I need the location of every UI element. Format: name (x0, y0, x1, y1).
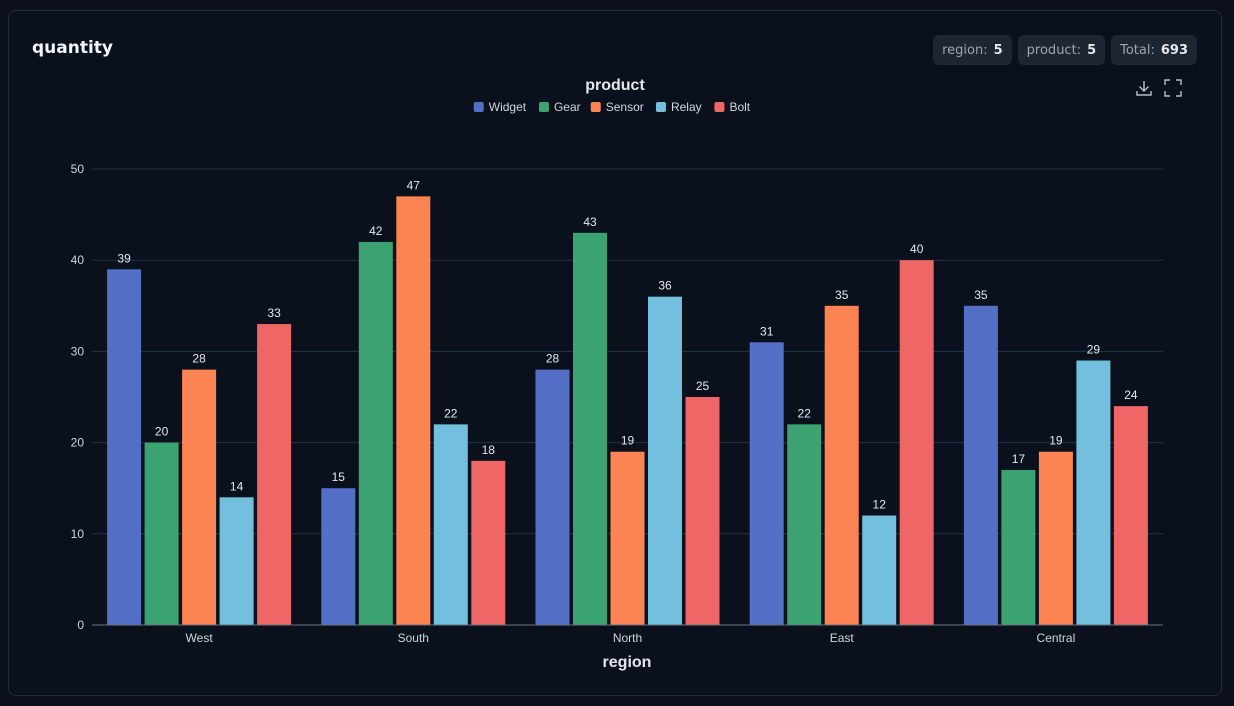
bar-sensor-east[interactable] (824, 305, 859, 625)
bar-value-label: 31 (760, 324, 774, 338)
bar-value-label: 47 (407, 178, 421, 192)
bar-value-label: 36 (658, 279, 672, 293)
bar-value-label: 14 (230, 479, 244, 493)
product-count-badge: product: 5 (1017, 35, 1106, 65)
x-tick-label: South (398, 631, 429, 645)
y-tick-label: 50 (71, 162, 85, 176)
bar-value-label: 35 (835, 288, 849, 302)
bar-widget-central[interactable] (963, 305, 998, 625)
y-tick-label: 20 (71, 436, 85, 450)
legend-swatch (714, 102, 725, 112)
bar-value-label: 19 (621, 434, 635, 448)
bar-bolt-east[interactable] (899, 260, 934, 625)
legend-swatch (538, 102, 549, 112)
bar-widget-east[interactable] (749, 342, 784, 625)
bar-gear-south[interactable] (358, 241, 393, 625)
legend-label: Bolt (729, 100, 750, 114)
x-tick-label: West (186, 631, 214, 645)
bar-gear-west[interactable] (144, 442, 179, 625)
bar-gear-central[interactable] (1001, 469, 1036, 625)
bar-value-label: 40 (910, 242, 924, 256)
bar-value-label: 33 (267, 306, 281, 320)
x-tick-label: North (613, 631, 642, 645)
bar-sensor-west[interactable] (182, 369, 217, 625)
bar-value-label: 22 (798, 406, 812, 420)
y-tick-label: 30 (71, 344, 85, 358)
bar-bolt-north[interactable] (685, 397, 720, 625)
bar-gear-north[interactable] (573, 232, 607, 625)
x-axis-title: region (603, 654, 652, 671)
bar-sensor-north[interactable] (610, 451, 645, 625)
bar-value-label: 29 (1087, 343, 1101, 357)
badge-value: 5 (993, 42, 1003, 58)
bar-value-label: 12 (873, 498, 887, 512)
bar-bolt-west[interactable] (257, 324, 292, 625)
bar-relay-west[interactable] (219, 497, 254, 625)
bar-widget-south[interactable] (321, 488, 356, 625)
legend-label: Sensor (606, 100, 644, 114)
bar-value-label: 42 (369, 224, 383, 238)
legend-item-widget[interactable]: Widget (473, 100, 527, 114)
bar-value-label: 24 (1124, 388, 1138, 402)
bar-value-label: 18 (482, 443, 496, 457)
bar-value-label: 22 (444, 406, 458, 420)
bar-value-label: 28 (546, 352, 560, 366)
legend-item-relay[interactable]: Relay (655, 100, 702, 114)
bar-value-label: 20 (155, 425, 169, 439)
bars: 39 20 28 14 33 15 42 47 22 18 28 43 19 36 25 31 22 35 12 40… (107, 178, 1148, 626)
summary-badges: region: 5 product: 5 Total: 693 (933, 35, 1197, 65)
bar-bolt-central[interactable] (1113, 406, 1148, 625)
legend-item-sensor[interactable]: Sensor (590, 100, 644, 114)
bar-value-label: 25 (696, 379, 710, 393)
legend: Widget Gear Sensor Relay Bolt (473, 100, 751, 114)
x-tick-label: East (830, 631, 855, 645)
y-tick-label: 0 (77, 618, 84, 632)
bar-relay-east[interactable] (862, 515, 897, 625)
badge-label: Total: (1120, 42, 1155, 58)
chart-title: product (585, 77, 645, 94)
y-tick-label: 40 (71, 253, 85, 267)
fullscreen-icon[interactable] (1163, 78, 1183, 98)
legend-item-bolt[interactable]: Bolt (714, 100, 751, 114)
total-badge: Total: 693 (1111, 35, 1197, 65)
x-tick-label: Central (1037, 631, 1076, 645)
bar-relay-central[interactable] (1076, 360, 1111, 625)
x-axis: West South North East Central (92, 624, 1163, 645)
legend-swatch (590, 102, 601, 112)
region-count-badge: region: 5 (933, 35, 1012, 65)
y-axis: 0 10 20 30 40 50 (71, 162, 85, 632)
bar-value-label: 19 (1049, 434, 1063, 448)
legend-label: Widget (489, 100, 527, 114)
legend-swatch (473, 102, 484, 112)
legend-label: Gear (554, 100, 581, 114)
bar-value-label: 15 (332, 470, 346, 484)
bar-widget-west[interactable] (107, 269, 142, 625)
bar-value-label: 35 (974, 288, 988, 302)
bar-gear-east[interactable] (787, 424, 822, 625)
y-tick-label: 10 (71, 527, 85, 541)
legend-label: Relay (671, 100, 702, 114)
badge-value: 5 (1087, 42, 1097, 58)
bar-value-label: 39 (117, 251, 131, 265)
download-icon[interactable] (1134, 78, 1154, 98)
badge-label: region: (942, 42, 988, 58)
card-title: quantity (32, 38, 114, 58)
bar-sensor-central[interactable] (1038, 451, 1073, 625)
bar-widget-north[interactable] (535, 369, 570, 625)
bar-relay-south[interactable] (433, 424, 468, 625)
bar-value-label: 28 (192, 352, 206, 366)
bar-relay-north[interactable] (648, 296, 682, 625)
badge-value: 693 (1160, 42, 1188, 58)
legend-item-gear[interactable]: Gear (538, 100, 581, 114)
bar-value-label: 17 (1012, 452, 1026, 466)
bar-value-label: 43 (583, 215, 597, 229)
bar-bolt-south[interactable] (471, 460, 506, 625)
bar-sensor-south[interactable] (396, 196, 431, 626)
legend-swatch (655, 102, 666, 112)
badge-label: product: (1026, 42, 1082, 58)
